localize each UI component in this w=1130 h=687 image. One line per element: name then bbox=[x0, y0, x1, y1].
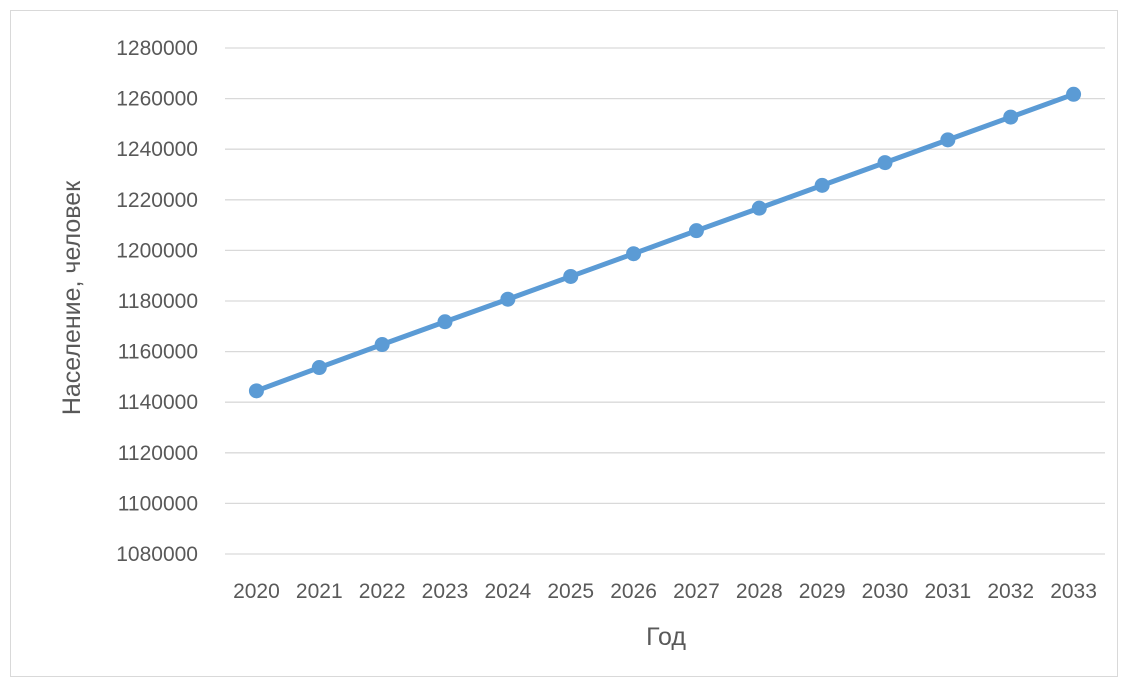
y-tick-label: 1200000 bbox=[116, 239, 198, 262]
x-tick-label: 2028 bbox=[736, 580, 783, 603]
x-tick-label: 2020 bbox=[233, 580, 280, 603]
x-tick-label: 2030 bbox=[862, 580, 909, 603]
y-axis-title: Население, человек bbox=[58, 180, 86, 415]
data-point bbox=[877, 155, 893, 171]
data-point bbox=[814, 177, 830, 193]
x-tick-label: 2021 bbox=[296, 580, 343, 603]
x-tick-label: 2027 bbox=[673, 580, 720, 603]
x-tick-label: 2033 bbox=[1050, 580, 1097, 603]
data-point bbox=[940, 132, 956, 148]
data-point bbox=[563, 268, 579, 284]
data-point bbox=[1003, 109, 1019, 125]
x-tick-label: 2032 bbox=[987, 580, 1034, 603]
data-point bbox=[626, 246, 642, 262]
data-point bbox=[248, 383, 264, 399]
x-tick-label: 2029 bbox=[799, 580, 846, 603]
x-axis-ticks: 2020 2021 2022 2023 2024 2025 2026 2027 2028 2029… bbox=[233, 580, 1097, 603]
y-tick-label: 1280000 bbox=[116, 37, 198, 60]
x-tick-label: 2023 bbox=[422, 580, 469, 603]
chart-frame bbox=[10, 10, 1118, 677]
y-tick-label: 1120000 bbox=[118, 442, 198, 465]
y-tick-label: 1260000 bbox=[116, 88, 198, 111]
y-tick-label: 1220000 bbox=[116, 189, 198, 212]
series-line bbox=[253, 91, 1077, 394]
x-tick-label: 2025 bbox=[547, 580, 594, 603]
data-point bbox=[751, 200, 767, 216]
data-point bbox=[311, 360, 327, 376]
y-tick-label: 1160000 bbox=[118, 341, 198, 364]
y-axis-ticks: 1080000 1100000 1120000 1140000 1160000 11800… bbox=[116, 37, 198, 566]
x-tick-label: 2024 bbox=[484, 580, 531, 603]
y-tick-label: 1240000 bbox=[116, 138, 198, 161]
y-tick-label: 1100000 bbox=[118, 492, 198, 515]
series-group bbox=[248, 86, 1082, 399]
y-tick-label: 1140000 bbox=[118, 391, 198, 414]
x-tick-label: 2026 bbox=[610, 580, 657, 603]
x-tick-label: 2022 bbox=[359, 580, 406, 603]
x-axis-title: Год bbox=[646, 623, 686, 651]
data-point bbox=[500, 291, 516, 307]
y-tick-label: 1180000 bbox=[118, 290, 198, 313]
data-point bbox=[437, 314, 453, 330]
y-tick-label: 1080000 bbox=[116, 543, 198, 566]
data-point bbox=[374, 337, 390, 353]
data-point bbox=[1066, 86, 1082, 102]
gridlines bbox=[225, 47, 1105, 555]
data-point bbox=[688, 223, 704, 239]
x-tick-label: 2031 bbox=[924, 580, 971, 603]
